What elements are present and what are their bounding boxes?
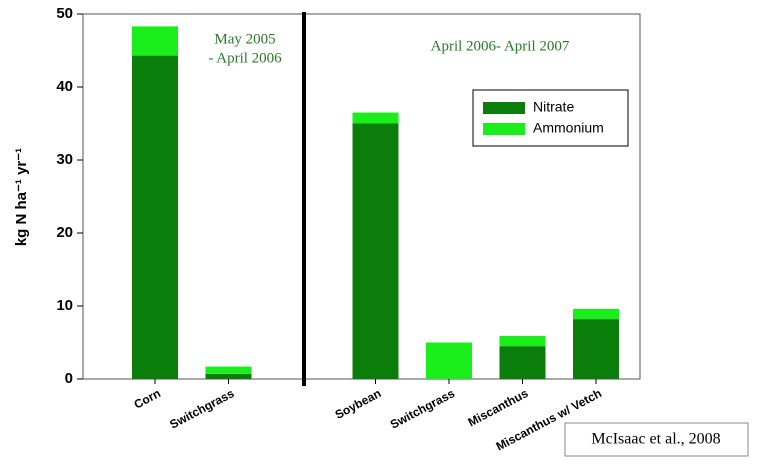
y-tick-label: 0 xyxy=(65,370,73,387)
source-box xyxy=(564,422,749,457)
bar-segment xyxy=(573,319,619,379)
source: McIsaac et al., 2008 xyxy=(591,431,720,448)
legend-label: Ammonium xyxy=(533,120,604,136)
y-tick-label: 20 xyxy=(56,224,73,241)
bar-segment xyxy=(132,55,178,380)
x-tick-label: Miscanthus xyxy=(466,386,531,430)
legend-label: Nitrate xyxy=(533,99,574,115)
annotation: May 2005 xyxy=(214,31,275,47)
annotation: April 2006- April 2007 xyxy=(431,38,570,54)
legend-swatch xyxy=(483,123,525,135)
bar-segment xyxy=(132,26,178,56)
y-tick-label: 50 xyxy=(56,5,73,22)
y-tick-label: 40 xyxy=(56,78,73,95)
x-tick-label: Soybean xyxy=(333,386,384,422)
bar-segment xyxy=(426,342,472,379)
bar-segment xyxy=(499,335,546,347)
bar-segment xyxy=(205,366,252,374)
y-tick-label: 10 xyxy=(56,297,73,314)
bar-segment xyxy=(352,112,399,124)
x-tick-label: Switchgrass xyxy=(167,386,236,432)
x-tick-label: Switchgrass xyxy=(388,386,457,432)
bar-segment xyxy=(499,346,546,379)
legend-swatch xyxy=(483,102,525,114)
legend-box xyxy=(472,89,629,147)
bar-segment xyxy=(352,123,399,379)
bar-segment xyxy=(573,308,619,320)
bar-segment xyxy=(205,373,252,379)
annotation: - April 2006 xyxy=(208,50,282,66)
x-tick-label: Corn xyxy=(132,386,163,412)
y-tick-label: 30 xyxy=(56,151,73,168)
y-axis-label: kg N ha⁻¹ yr⁻¹ xyxy=(13,148,30,246)
